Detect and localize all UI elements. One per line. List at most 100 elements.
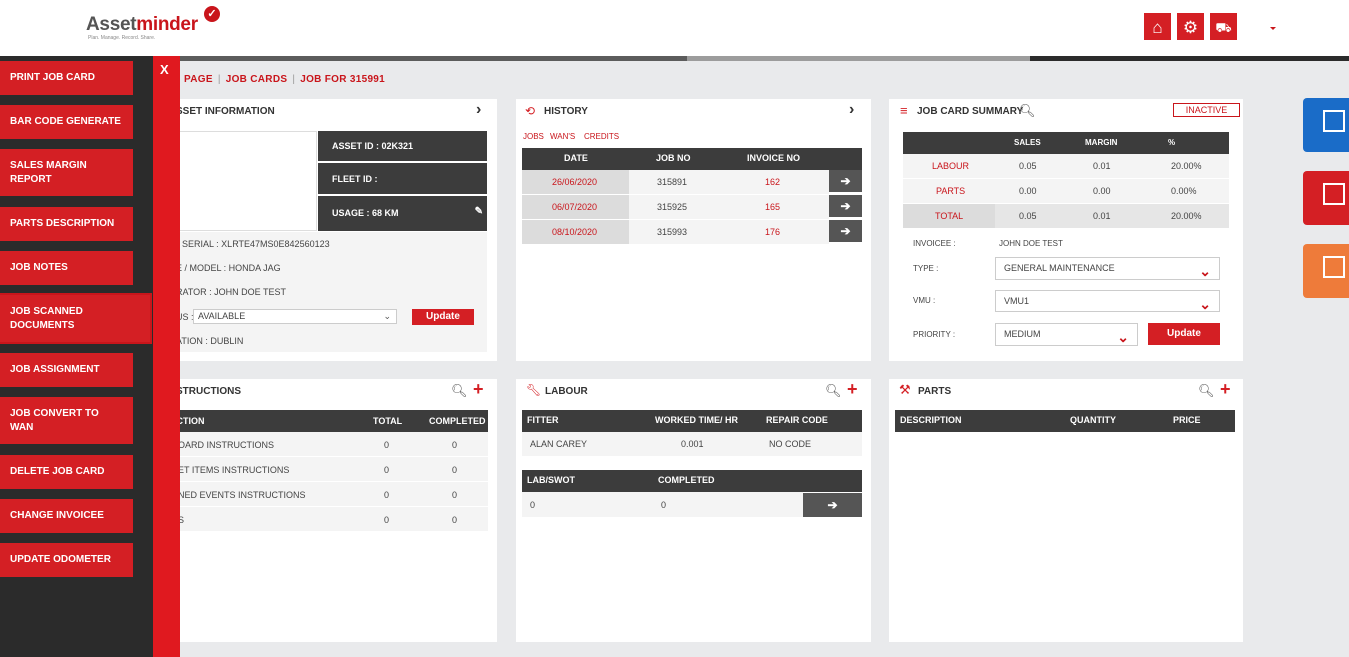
sidebar-item[interactable]: CHANGE INVOICEE: [0, 499, 133, 533]
priority-select[interactable]: MEDIUM ⌄: [995, 323, 1138, 346]
col-quantity: QUANTITY: [1070, 415, 1116, 425]
history-date: 26/06/2020: [552, 177, 598, 187]
col-lab-swot: LAB/SWOT: [527, 475, 575, 485]
swot-header: LAB/SWOT COMPLETED: [522, 470, 862, 492]
wrench-icon: 🔧︎: [526, 383, 542, 397]
search-document-icon[interactable]: 🔍︎: [1198, 383, 1215, 398]
summary-header: SALES MARGIN %: [903, 132, 1229, 154]
tab-credits[interactable]: CREDITS: [584, 132, 620, 141]
list-icon: ≡: [900, 103, 908, 118]
type-select[interactable]: GENERAL MAINTENANCE ⌄: [995, 257, 1220, 280]
search-document-icon[interactable]: 🔍︎: [1019, 103, 1036, 118]
instruction-total: 0: [384, 465, 390, 475]
operator-row: [170, 280, 487, 304]
instruction-name: S: [178, 515, 185, 525]
truck-icon[interactable]: ⛟: [1209, 12, 1238, 41]
asset-info-title: SSET INFORMATION: [176, 106, 275, 117]
date-cell-bg: [522, 195, 629, 219]
chevron-down-icon: ⌄: [1199, 296, 1211, 312]
vmu-select[interactable]: VMU1 ⌄: [995, 290, 1220, 312]
arrow-right-icon[interactable]: ➔: [829, 170, 862, 192]
labour-header: FITTER WORKED TIME/ HR REPAIR CODE: [522, 410, 862, 432]
add-icon[interactable]: +: [1220, 379, 1231, 399]
row-bg: [170, 457, 488, 481]
top-bar: Assetminder ✓ Plan. Manage. Record. Shar…: [0, 0, 1349, 56]
asset-update-button[interactable]: Update: [412, 309, 474, 325]
history-title: HISTORY: [544, 106, 588, 117]
col-margin: MARGIN: [1085, 138, 1118, 147]
arrow-right-icon[interactable]: ➔: [829, 220, 862, 242]
logo-tagline: Plan. Manage. Record. Share.: [88, 35, 156, 41]
summary-title: JOB CARD SUMMARY: [917, 106, 1024, 117]
sidebar-item[interactable]: SALES MARGIN REPORT: [0, 149, 133, 196]
add-icon[interactable]: +: [473, 379, 484, 399]
sidebar-item[interactable]: DELETE JOB CARD: [0, 455, 133, 489]
app-logo[interactable]: Assetminder ✓ Plan. Manage. Record. Shar…: [86, 6, 220, 41]
row-bg: [629, 195, 829, 219]
col-description: DESCRIPTION: [900, 415, 962, 425]
side-tab-orange[interactable]: [1303, 244, 1349, 298]
arrow-right-icon[interactable]: ➔: [803, 493, 862, 517]
stripe: [0, 56, 687, 61]
col-worked-time: WORKED TIME/ HR: [655, 415, 738, 425]
table-row: [522, 432, 862, 456]
home-icon[interactable]: ⌂: [1143, 12, 1172, 41]
fleet-id: FLEET ID :: [318, 163, 487, 194]
status-select[interactable]: AVAILABLE ⌄: [193, 309, 397, 324]
user-menu-caret-icon[interactable]: [1270, 27, 1276, 30]
asset-info-panel: SSET INFORMATION › ASSET ID : 02K321 FLE…: [170, 99, 497, 361]
summary-sales: 0.05: [1019, 161, 1037, 171]
breadcrumb-job-cards[interactable]: JOB CARDS: [225, 74, 288, 85]
add-icon[interactable]: +: [847, 379, 858, 399]
summary-margin: 0.00: [1093, 186, 1111, 196]
parts-title: PARTS: [918, 386, 952, 397]
tab-wans[interactable]: WAN'S: [550, 132, 576, 141]
summary-panel: ≡ JOB CARD SUMMARY 🔍︎ INACTIVE SALES MAR…: [889, 99, 1243, 361]
summary-row-label: PARTS: [936, 186, 966, 196]
chevron-right-icon[interactable]: ›: [476, 101, 482, 118]
type-select-value: GENERAL MAINTENANCE: [1004, 263, 1115, 273]
side-tab-red[interactable]: [1303, 171, 1349, 225]
sidebar-item[interactable]: UPDATE ODOMETER: [0, 543, 133, 577]
document-icon: [1323, 183, 1345, 205]
breadcrumb-page[interactable]: PAGE: [184, 74, 213, 85]
vmu-select-value: VMU1: [1004, 296, 1030, 306]
labour-time: 0.001: [681, 439, 704, 449]
history-date: 08/10/2020: [552, 227, 598, 237]
summary-sales: 0.00: [1019, 186, 1037, 196]
sidebar-item[interactable]: JOB SCANNED DOCUMENTS: [0, 293, 152, 344]
instruction-name: NED EVENTS INSTRUCTIONS: [178, 490, 306, 500]
search-document-icon[interactable]: 🔍︎: [451, 383, 468, 398]
summary-row-label: LABOUR: [932, 161, 970, 171]
summary-update-button[interactable]: Update: [1148, 323, 1220, 345]
col-completed: COMPLETED: [429, 416, 486, 426]
instruction-completed: 0: [452, 515, 458, 525]
asset-make-model: E / MODEL : HONDA JAG: [176, 263, 281, 273]
chevron-right-icon[interactable]: ›: [849, 101, 855, 118]
tab-jobs[interactable]: JOBS: [523, 132, 544, 141]
col-invoice-no: INVOICE NO: [747, 153, 801, 163]
sidebar-item[interactable]: BAR CODE GENERATE: [0, 105, 133, 139]
sidebar-item[interactable]: PRINT JOB CARD: [0, 61, 133, 95]
sidebar-item[interactable]: JOB CONVERT TO WAN: [0, 397, 133, 444]
edit-icon[interactable]: ✎: [474, 206, 483, 217]
history-invoice-no: 162: [765, 177, 781, 187]
sidebar-item[interactable]: JOB ASSIGNMENT: [0, 353, 133, 387]
chevron-down-icon: ⌄: [1117, 329, 1129, 345]
sidebar-close-button[interactable]: X: [160, 62, 169, 77]
search-document-icon[interactable]: 🔍︎: [825, 383, 842, 398]
usage-box: USAGE : 68 KM ✎: [318, 196, 487, 231]
sidebar-item[interactable]: JOB NOTES: [0, 251, 133, 285]
summary-percent: 20.00%: [1171, 161, 1202, 171]
sidebar-item[interactable]: PARTS DESCRIPTION: [0, 207, 133, 241]
document-icon: [1323, 110, 1345, 132]
history-header: DATE JOB NO INVOICE NO: [522, 148, 862, 170]
row-bg: [629, 170, 829, 194]
side-tab-blue[interactable]: [1303, 98, 1349, 152]
labour-title: LABOUR: [545, 386, 588, 397]
history-job-no: 315993: [657, 227, 688, 237]
arrow-right-icon[interactable]: ➔: [829, 195, 862, 217]
gear-icon[interactable]: ⚙: [1176, 12, 1205, 41]
label-cell-bg: [903, 179, 995, 203]
table-row: [522, 492, 803, 517]
